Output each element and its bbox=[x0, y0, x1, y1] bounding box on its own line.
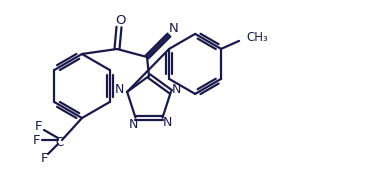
Text: N: N bbox=[115, 83, 124, 96]
Text: N: N bbox=[129, 118, 138, 131]
Text: O: O bbox=[115, 14, 125, 27]
Text: CH₃: CH₃ bbox=[246, 31, 268, 44]
Text: N: N bbox=[172, 83, 181, 96]
Text: F: F bbox=[35, 121, 43, 134]
Text: F: F bbox=[33, 134, 41, 146]
Text: F: F bbox=[40, 151, 48, 164]
Text: N: N bbox=[169, 22, 179, 35]
Text: N: N bbox=[163, 116, 172, 129]
Text: C: C bbox=[55, 135, 63, 148]
